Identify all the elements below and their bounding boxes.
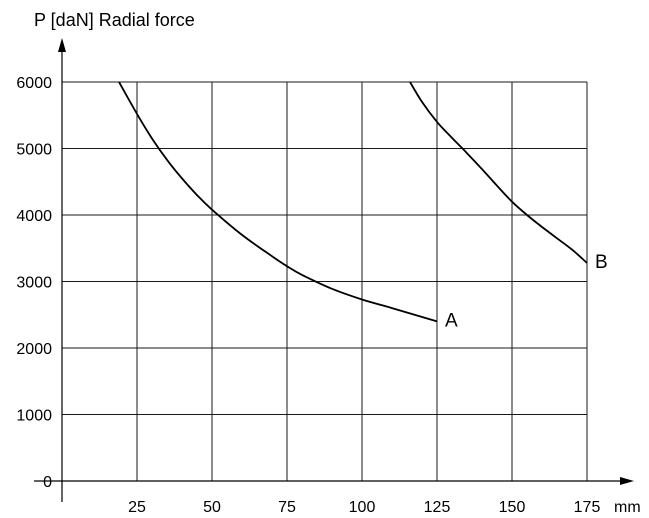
x-tick-label-0: 25 (128, 499, 146, 516)
y-tick-label-6: 6000 (16, 75, 52, 92)
grid-lines (62, 81, 588, 481)
series-line-b (409, 81, 588, 264)
y-tick-label-4: 4000 (16, 208, 52, 225)
x-tick-label-4: 125 (424, 499, 451, 516)
series-label-a: A (445, 310, 458, 331)
series-line-a (118, 81, 438, 323)
y-axis-title: P [daN] Radial force (34, 10, 195, 30)
x-tick-label-3: 100 (349, 499, 376, 516)
y-tick-label-0: 0 (43, 474, 52, 491)
y-tick-label-2: 2000 (16, 341, 52, 358)
x-axis-unit-label: mm (614, 499, 641, 516)
series-label-b: B (595, 252, 608, 273)
x-tick-label-1: 50 (203, 499, 221, 516)
x-tick-label-5: 150 (499, 499, 526, 516)
y-tick-label-3: 3000 (16, 275, 52, 292)
axes (34, 38, 634, 502)
y-tick-label-1: 1000 (16, 408, 52, 425)
tick-labels: 0 1000 2000 3000 4000 5000 6000 25 50 75 100 125 150… (16, 75, 600, 516)
x-tick-label-6: 175 (574, 499, 601, 516)
x-axis-arrow-icon (620, 477, 634, 485)
series-lines: AB (118, 81, 608, 331)
y-tick-label-5: 5000 (16, 142, 52, 159)
x-tick-label-2: 75 (278, 499, 296, 516)
y-axis-arrow-icon (58, 38, 66, 52)
